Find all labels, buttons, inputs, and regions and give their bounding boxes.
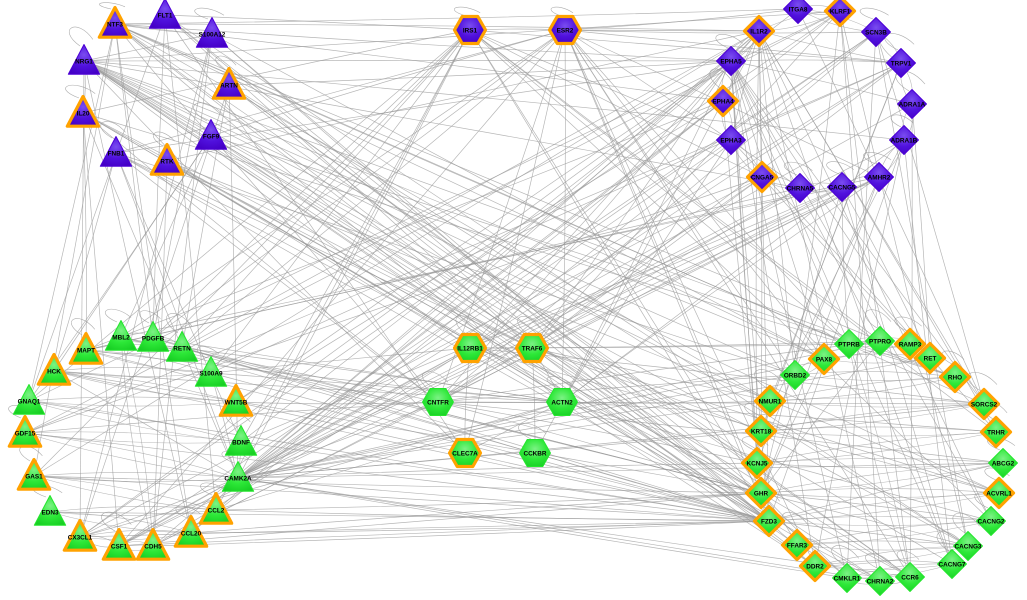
svg-text:EPHA4: EPHA4 (712, 98, 734, 105)
svg-text:ITGA8: ITGA8 (789, 6, 808, 13)
svg-text:IL12RB1: IL12RB1 (457, 345, 483, 352)
svg-text:CDH5: CDH5 (144, 543, 162, 550)
svg-text:CNGA5: CNGA5 (751, 174, 774, 181)
svg-text:CACNG7: CACNG7 (939, 561, 966, 568)
svg-text:NMUR1: NMUR1 (759, 398, 782, 405)
svg-text:CACNG3: CACNG3 (955, 543, 982, 550)
svg-text:FLT1: FLT1 (158, 12, 173, 19)
svg-text:CHRNA5: CHRNA5 (787, 185, 814, 192)
svg-text:CCL20: CCL20 (181, 530, 202, 537)
svg-text:CACNG2: CACNG2 (978, 518, 1005, 525)
svg-text:BDNF: BDNF (232, 439, 250, 446)
svg-text:GHR: GHR (754, 490, 769, 497)
svg-text:ADRA1B: ADRA1B (891, 137, 918, 144)
svg-text:CSF1: CSF1 (111, 543, 128, 550)
svg-text:CNTFR: CNTFR (427, 399, 449, 406)
svg-text:ADRA1A: ADRA1A (899, 101, 926, 108)
svg-text:CCKBR: CCKBR (523, 450, 546, 457)
svg-text:DDR2: DDR2 (806, 563, 824, 570)
svg-text:HCK: HCK (47, 368, 61, 375)
svg-text:RTK: RTK (160, 158, 174, 165)
svg-text:IL1R2: IL1R2 (750, 28, 768, 35)
svg-text:GNAQ1: GNAQ1 (18, 398, 41, 405)
svg-text:NRG1: NRG1 (75, 58, 93, 65)
svg-text:KLRF1: KLRF1 (830, 8, 851, 15)
svg-text:CHRNA2: CHRNA2 (867, 578, 894, 585)
svg-text:TRAF6: TRAF6 (522, 345, 543, 352)
svg-text:NTF3: NTF3 (107, 21, 123, 28)
svg-text:CLEC7A: CLEC7A (452, 450, 478, 457)
svg-text:ESR2: ESR2 (557, 27, 574, 34)
svg-text:RET: RET (924, 355, 937, 362)
svg-text:PAX8: PAX8 (816, 356, 833, 363)
svg-text:EPHA5: EPHA5 (720, 58, 742, 65)
svg-text:TRHR: TRHR (987, 429, 1005, 436)
svg-text:AMHR2: AMHR2 (868, 174, 891, 181)
svg-text:GAS1: GAS1 (25, 473, 43, 480)
svg-text:ACTN2: ACTN2 (551, 399, 573, 406)
svg-text:RAMP3: RAMP3 (899, 341, 922, 348)
svg-text:EDN3: EDN3 (41, 509, 58, 516)
svg-text:S100A9: S100A9 (199, 370, 223, 377)
svg-text:FFAR3: FFAR3 (787, 542, 808, 549)
svg-text:EPHA3: EPHA3 (720, 137, 742, 144)
svg-text:SCN3B: SCN3B (865, 29, 887, 36)
svg-text:RHO: RHO (948, 374, 962, 381)
svg-text:TRPV1: TRPV1 (891, 60, 912, 67)
svg-text:RETN: RETN (173, 345, 191, 352)
svg-text:CX3CL1: CX3CL1 (68, 534, 93, 541)
svg-text:MAPT: MAPT (77, 347, 95, 354)
svg-text:ORBD2: ORBD2 (784, 372, 807, 379)
svg-text:PTPRB: PTPRB (838, 341, 860, 348)
svg-text:PDGFB: PDGFB (142, 335, 165, 342)
svg-text:IRS1: IRS1 (463, 27, 478, 34)
svg-text:ARTN: ARTN (220, 82, 238, 89)
svg-text:IL20: IL20 (77, 110, 90, 117)
svg-text:FGF9: FGF9 (203, 133, 220, 140)
svg-text:ACVRL1: ACVRL1 (986, 490, 1012, 497)
svg-text:CACNG5: CACNG5 (829, 184, 856, 191)
svg-text:CCL2: CCL2 (208, 507, 225, 514)
svg-text:ABCG2: ABCG2 (992, 460, 1015, 467)
svg-text:MBL2: MBL2 (112, 334, 130, 341)
svg-text:CAMK2A: CAMK2A (224, 475, 252, 482)
svg-text:SORCS2: SORCS2 (971, 401, 998, 408)
svg-text:GDF15: GDF15 (15, 430, 36, 437)
svg-text:KCNJ5: KCNJ5 (747, 460, 768, 467)
svg-text:CMKLR1: CMKLR1 (834, 575, 861, 582)
svg-text:KRT18: KRT18 (751, 428, 772, 435)
svg-text:WNT5B: WNT5B (225, 399, 248, 406)
svg-text:CCR6: CCR6 (901, 574, 919, 581)
svg-text:FZD3: FZD3 (761, 518, 777, 525)
svg-text:PTPRO: PTPRO (869, 338, 891, 345)
svg-text:FNB1: FNB1 (108, 150, 125, 157)
svg-text:S100A12: S100A12 (199, 31, 226, 38)
